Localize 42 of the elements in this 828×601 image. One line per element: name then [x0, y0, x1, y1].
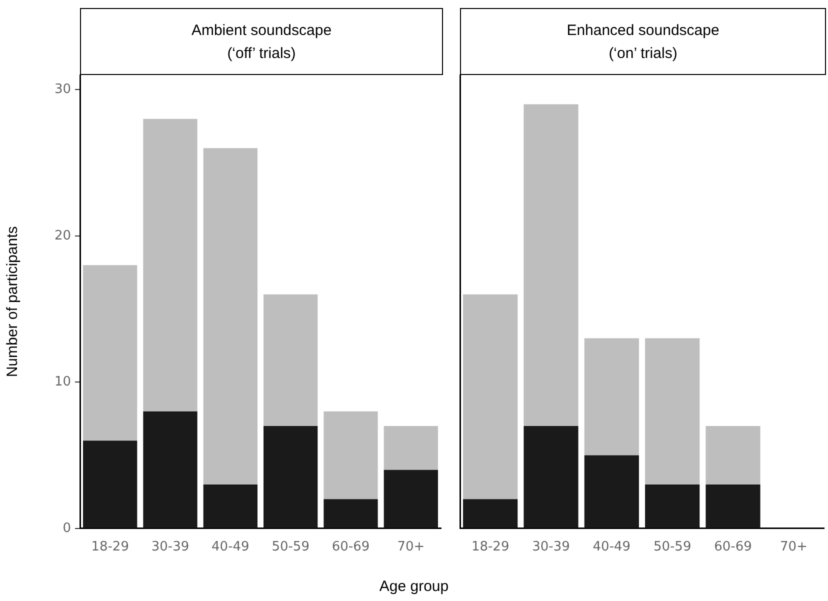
- x-tick-label: 40-49: [592, 540, 631, 555]
- x-tick-label: 70+: [780, 540, 808, 555]
- bar: [83, 440, 138, 528]
- bar: [384, 470, 438, 528]
- x-tick-label: 18-29: [471, 540, 510, 555]
- y-tick-label: 30: [54, 82, 71, 97]
- bar: [203, 484, 258, 528]
- bar: [463, 499, 518, 528]
- x-tick-label: 50-59: [653, 540, 692, 555]
- bar: [463, 294, 518, 500]
- chart-title: Ambient soundscape (‘off’ trials): [80, 8, 443, 75]
- bar: [706, 484, 760, 528]
- bar: [645, 484, 700, 528]
- x-tick-label: 70+: [397, 540, 425, 555]
- x-axis-title: Age group: [378, 578, 450, 595]
- bar: [584, 455, 639, 528]
- chart-title: Enhanced soundscape (‘on’ trials): [460, 8, 826, 75]
- bar: [143, 118, 198, 412]
- x-tick-label: 40-49: [212, 540, 250, 555]
- bar: [645, 338, 700, 485]
- x-tick-label: 60-69: [714, 540, 752, 555]
- bar: [524, 104, 578, 426]
- bar: [143, 411, 198, 528]
- bar: [706, 426, 760, 485]
- y-tick-label: 0: [62, 520, 71, 536]
- bar: [324, 411, 378, 500]
- bar: [524, 426, 578, 528]
- x-tick-label: 60-69: [332, 540, 370, 555]
- x-tick-label: 50-59: [272, 540, 310, 555]
- x-tick-label: 18-29: [91, 540, 129, 555]
- bar: [203, 148, 258, 485]
- y-axis-title: Number of participants: [4, 226, 22, 378]
- bar: [83, 265, 138, 441]
- x-tick-label: 30-39: [151, 540, 190, 555]
- x-tick-label: 30-39: [532, 540, 570, 555]
- bar: [264, 294, 318, 426]
- y-tick-label: 20: [54, 228, 71, 244]
- y-tick-label: 10: [54, 374, 71, 390]
- bar: [584, 338, 639, 456]
- bar: [264, 426, 318, 528]
- bar: [324, 499, 378, 528]
- bar: [384, 426, 438, 470]
